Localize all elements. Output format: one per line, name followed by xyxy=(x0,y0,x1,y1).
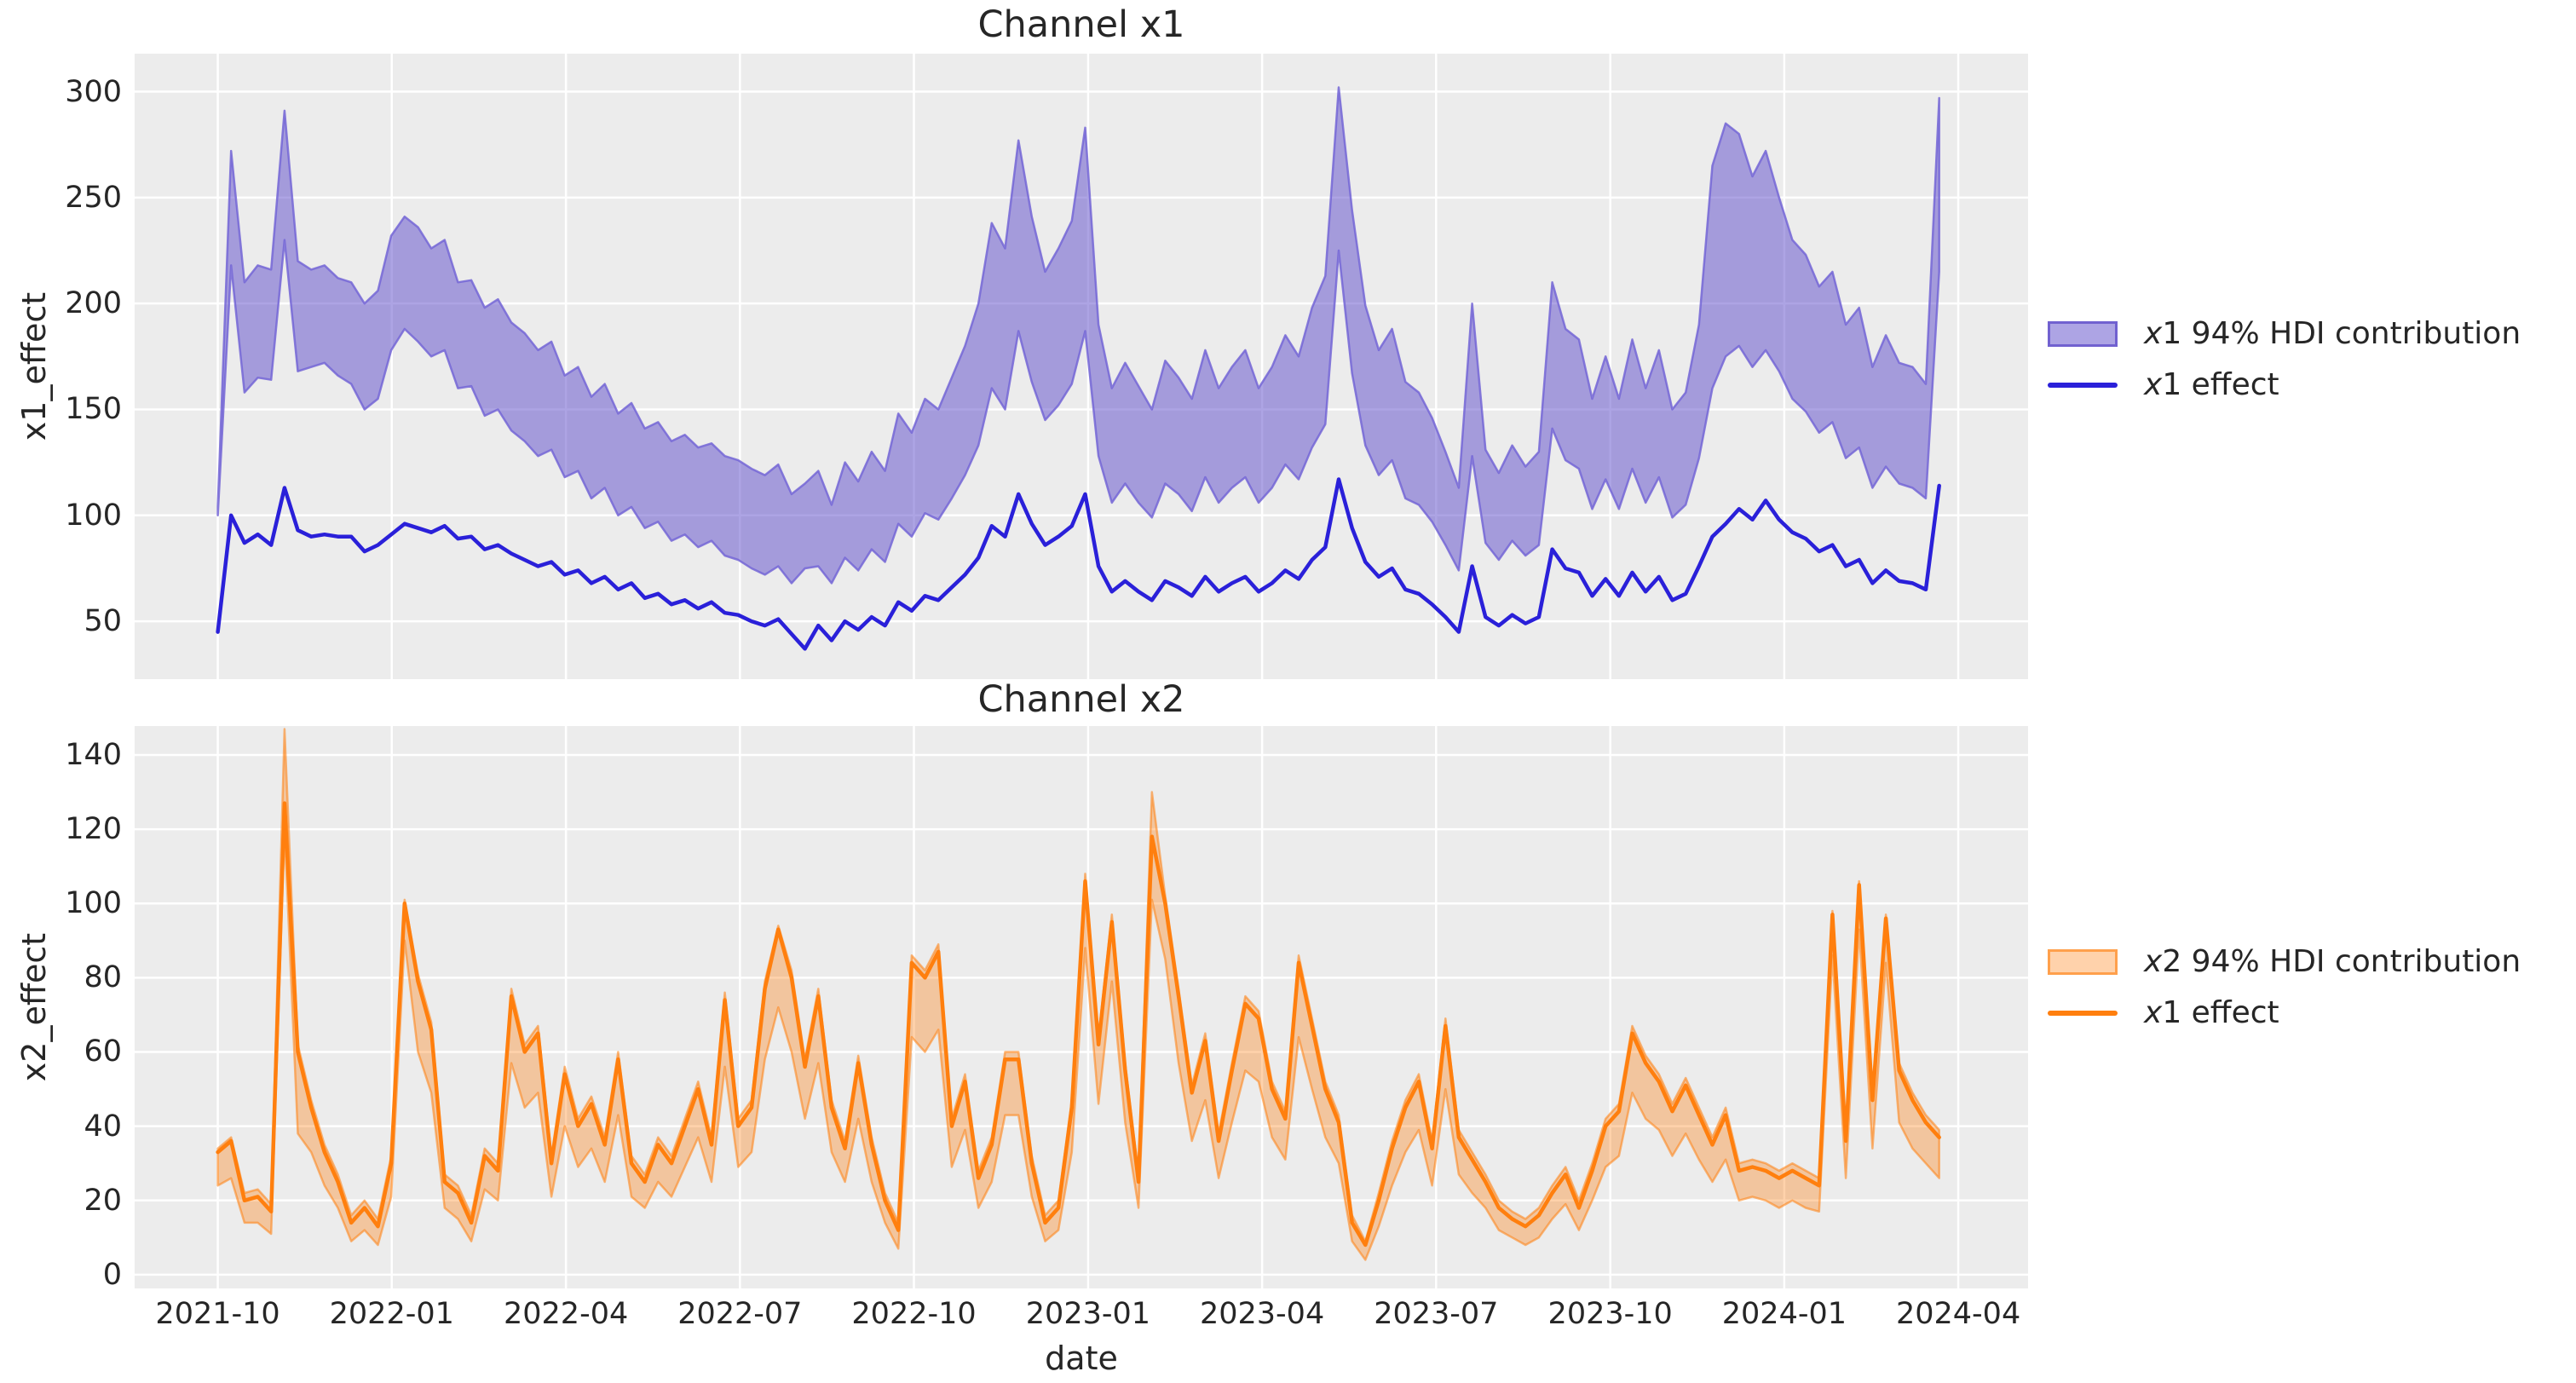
y-tick-label: 200 xyxy=(65,286,122,321)
chart2-legend-effect-label: x1 effect xyxy=(2144,995,2279,1030)
chart1-line-swatch-icon xyxy=(2048,383,2118,388)
chart1-hdi-swatch-icon xyxy=(2048,321,2118,347)
x-tick-label: 2022-10 xyxy=(851,1297,977,1331)
y-tick-label: 60 xyxy=(84,1034,122,1069)
y-tick-label: 150 xyxy=(65,392,122,427)
chart2-title: Channel x2 xyxy=(977,678,1185,721)
y-tick-label: 100 xyxy=(65,498,122,533)
x-tick-label: 2021-10 xyxy=(155,1297,280,1331)
x-tick-label: 2023-01 xyxy=(1025,1297,1151,1331)
chart1-legend-hdi-label: x1 94% HDI contribution xyxy=(2144,316,2521,351)
chart2-y-axis-label: x2_effect xyxy=(15,932,53,1082)
y-tick-label: 20 xyxy=(84,1183,122,1218)
x-tick-label: 2023-07 xyxy=(1374,1297,1499,1331)
y-tick-label: 100 xyxy=(65,886,122,921)
chart2-plot-area xyxy=(135,726,2028,1288)
chart2-hdi-swatch-icon xyxy=(2048,949,2118,975)
y-tick-label: 0 xyxy=(102,1257,122,1292)
x-tick-label: 2023-04 xyxy=(1199,1297,1325,1331)
y-tick-label: 300 xyxy=(65,74,122,109)
chart1-plot-area xyxy=(135,54,2028,679)
y-tick-label: 120 xyxy=(65,812,122,847)
chart1-legend-effect-label: x1 effect xyxy=(2144,367,2279,402)
x-axis-label: date xyxy=(1045,1340,1118,1377)
x-tick-label: 2024-01 xyxy=(1721,1297,1847,1331)
x-tick-label: 2023-10 xyxy=(1547,1297,1673,1331)
y-tick-label: 40 xyxy=(84,1109,122,1144)
x-tick-label: 2024-04 xyxy=(1895,1297,2021,1331)
chart1-title: Channel x1 xyxy=(977,3,1185,46)
y-tick-label: 80 xyxy=(84,960,122,995)
x-tick-label: 2022-01 xyxy=(329,1297,454,1331)
x-tick-label: 2022-07 xyxy=(677,1297,803,1331)
chart2-legend-hdi-label: x2 94% HDI contribution xyxy=(2144,944,2521,979)
y-tick-label: 140 xyxy=(65,737,122,772)
chart2-line-swatch-icon xyxy=(2048,1011,2118,1016)
y-tick-label: 250 xyxy=(65,180,122,215)
chart1-y-axis-label: x1_effect xyxy=(15,291,53,441)
y-tick-label: 50 xyxy=(84,604,122,639)
x-tick-label: 2022-04 xyxy=(504,1297,629,1331)
